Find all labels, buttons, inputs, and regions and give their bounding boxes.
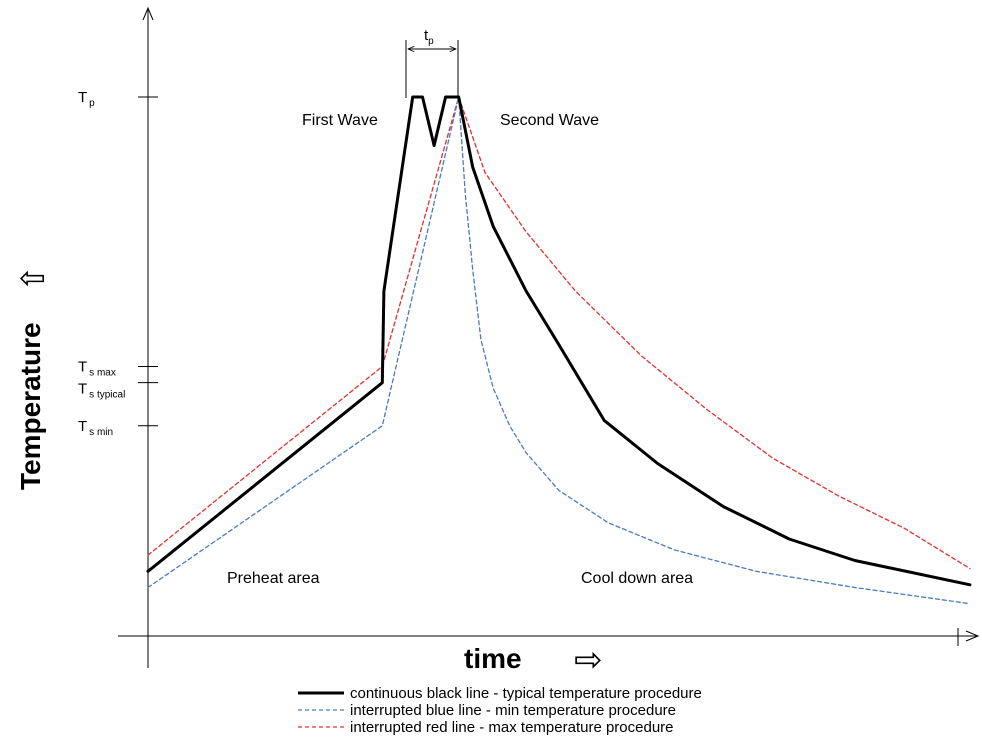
preheat-area-label: Preheat area xyxy=(227,570,320,587)
x-axis-title-group: time ⇨ xyxy=(464,640,603,680)
x-axis-title: time xyxy=(464,643,522,674)
tp-duration-marker: tp xyxy=(405,27,459,98)
second-wave-label: Second Wave xyxy=(500,112,599,129)
y-axis-direction-arrow: ⇧ xyxy=(14,265,52,292)
x-axis-arrowhead xyxy=(965,630,980,642)
y-axis-arrowhead xyxy=(142,6,154,21)
legend-label: continuous black line - typical temperat… xyxy=(350,685,702,702)
cool-down-area-label: Cool down area xyxy=(581,570,693,587)
y-axis-title: Temperature xyxy=(15,322,46,490)
series-line-min xyxy=(147,96,971,605)
tp-label: tp xyxy=(424,27,434,47)
legend-label: interrupted red line - max temperature p… xyxy=(350,719,674,736)
legend: continuous black line - typical temperat… xyxy=(298,685,702,736)
legend-label: interrupted blue line - min temperature … xyxy=(350,702,676,719)
x-axis-direction-arrow: ⇨ xyxy=(574,640,603,680)
series-line-max xyxy=(147,96,971,570)
y-axis-title-group: Temperature ⇧ xyxy=(14,265,52,490)
first-wave-label: First Wave xyxy=(302,112,378,129)
series-line-typical xyxy=(146,95,972,587)
series-group xyxy=(146,95,972,605)
